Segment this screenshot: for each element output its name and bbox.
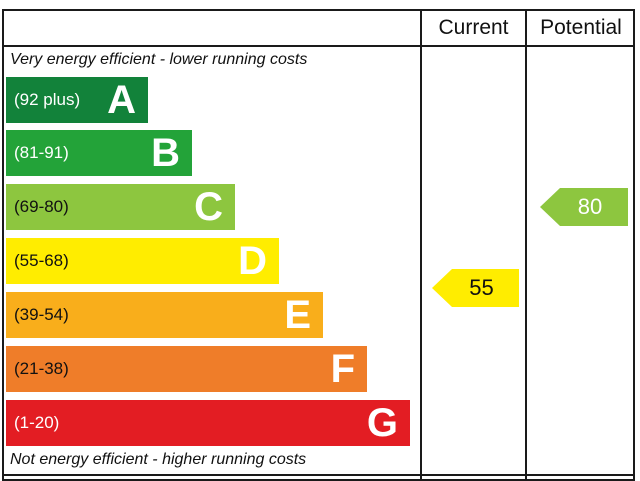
band-g: (1-20) G (6, 400, 410, 446)
band-e: (39-54) E (6, 292, 323, 338)
band-a: (92 plus) A (6, 77, 148, 123)
band-d-letter: D (238, 239, 267, 283)
header-divider (2, 45, 635, 47)
top-caption: Very energy efficient - lower running co… (10, 51, 308, 68)
band-e-letter: E (284, 293, 311, 337)
band-f-letter: F (330, 347, 355, 391)
current-column-divider (420, 9, 422, 481)
band-a-range: (92 plus) (14, 90, 81, 109)
band-b-letter: B (151, 131, 180, 175)
footer-divider (2, 474, 635, 476)
band-f-range: (21-38) (14, 359, 69, 378)
current-arrow-shape (432, 269, 519, 307)
band-c-range: (69-80) (14, 197, 69, 216)
band-d-range: (55-68) (14, 251, 69, 270)
band-c: (69-80) C (6, 184, 235, 230)
current-rating-arrow: 55 (432, 269, 519, 307)
current-rating-value: 55 (469, 275, 494, 300)
potential-rating-arrow: 80 (540, 188, 628, 226)
band-f: (21-38) F (6, 346, 367, 392)
band-g-range: (1-20) (14, 413, 60, 432)
band-e-range: (39-54) (14, 305, 69, 324)
potential-arrow-shape (540, 188, 628, 226)
band-c-letter: C (194, 185, 223, 229)
potential-column-divider (525, 9, 527, 481)
potential-rating-value: 80 (577, 194, 603, 219)
band-a-letter: A (107, 78, 136, 122)
band-g-letter: G (366, 401, 398, 445)
band-d: (55-68) D (6, 238, 279, 284)
current-column-header: Current (438, 16, 509, 39)
potential-column-header: Potential (540, 16, 622, 39)
band-b-range: (81-91) (14, 143, 69, 162)
bottom-caption: Not energy efficient - higher running co… (10, 451, 307, 468)
band-b: (81-91) B (6, 130, 192, 176)
